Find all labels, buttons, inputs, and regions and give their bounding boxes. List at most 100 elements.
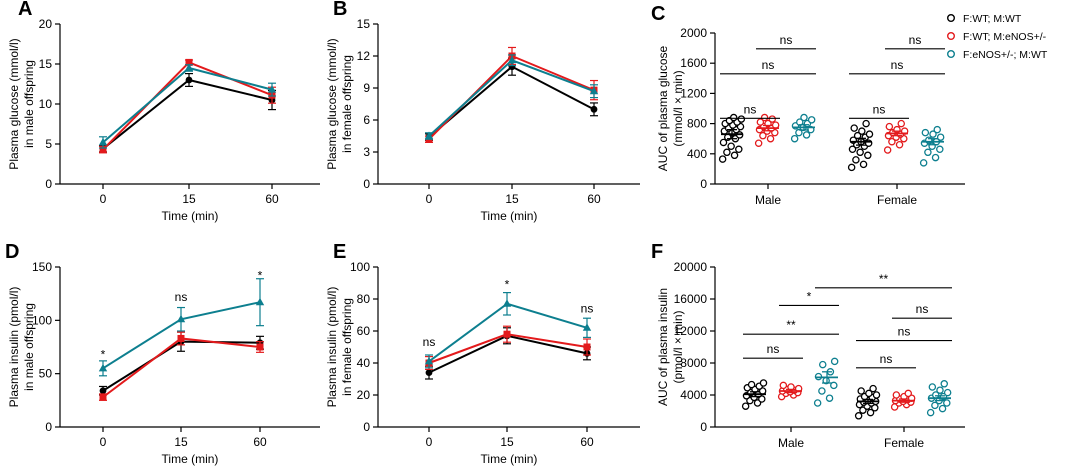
y-tick-label: 1600 xyxy=(680,56,707,70)
scatter-point xyxy=(864,151,872,160)
scatter-point xyxy=(866,408,875,417)
scatter-point xyxy=(727,142,735,150)
y-tick-label: 0 xyxy=(700,420,707,434)
data-point xyxy=(267,85,277,93)
scatter-point xyxy=(904,389,913,398)
y-axis-label: AUC of plasma insulin xyxy=(656,288,670,406)
significance-label: * xyxy=(505,278,510,292)
scatter-point xyxy=(818,387,826,395)
data-point xyxy=(583,343,591,351)
y-axis-label: in female offspring xyxy=(340,55,354,153)
scatter-point xyxy=(926,408,935,417)
y-tick-label: 9 xyxy=(363,81,370,95)
y-axis-label: in male offspring xyxy=(22,60,36,148)
scatter-point xyxy=(830,381,838,390)
y-tick-label: 20 xyxy=(357,388,371,402)
y-tick-label: 40 xyxy=(357,356,371,370)
significance-label: ns xyxy=(175,290,188,304)
legend-label: F:eNOS+/-; M:WT xyxy=(963,49,1048,61)
scatter-point xyxy=(735,145,743,154)
legend-marker xyxy=(947,50,956,59)
scatter-point xyxy=(869,384,877,393)
panel-C: C 0 400 800 1200 1600 2000 AUC of plasma glucos… xyxy=(651,3,1048,207)
y-tick-label: 1200 xyxy=(680,86,707,100)
y-tick-label: 6 xyxy=(363,113,370,127)
scatter-point xyxy=(813,399,822,407)
scatter-point xyxy=(790,134,799,143)
scatter-point xyxy=(872,391,881,399)
y-tick-label: 0 xyxy=(45,420,52,434)
x-tick-label: 15 xyxy=(182,192,196,206)
scatter-point xyxy=(865,389,873,398)
legend-marker xyxy=(947,32,956,41)
significance-label: ns xyxy=(762,58,775,72)
significance-label: * xyxy=(807,289,812,303)
scatter-point xyxy=(895,140,904,149)
x-tick-label: 0 xyxy=(100,435,107,449)
y-axis-label: (mmol/l × min) xyxy=(671,70,685,146)
panel-B: B 0 3 6 9 12 15 Plasma glucose (mmol/l) in femal… xyxy=(325,0,640,223)
panel-E: E 0 20 40 60 80 100 Plasma insulin (pmol/l) in f… xyxy=(325,241,640,466)
data-point xyxy=(502,299,512,307)
scatter-point xyxy=(741,402,750,410)
y-axis-label: AUC of plasma glucose xyxy=(656,45,670,171)
y-tick-label: 2000 xyxy=(680,26,707,40)
scatter-point xyxy=(931,153,940,162)
data-point xyxy=(256,343,264,351)
panel-label: C xyxy=(651,3,665,25)
scatter-point xyxy=(852,156,860,164)
x-tick-label: 0 xyxy=(426,435,433,449)
scatter-point xyxy=(936,386,944,394)
scatter-point xyxy=(854,412,863,420)
scatter-point xyxy=(897,119,906,128)
y-tick-label: 0 xyxy=(363,177,370,191)
y-tick-label: 0 xyxy=(45,177,52,191)
x-tick-label: Female xyxy=(877,193,917,207)
data-point xyxy=(185,76,193,84)
scatter-point xyxy=(847,163,856,172)
scatter-point xyxy=(929,130,937,138)
legend-marker xyxy=(947,13,956,22)
panel-label: B xyxy=(333,0,347,20)
data-point xyxy=(177,334,185,342)
series-line-enos_father xyxy=(102,61,273,151)
data-point xyxy=(425,369,433,376)
scatter-point xyxy=(800,113,808,122)
data-point xyxy=(424,131,434,139)
y-tick-label: 8000 xyxy=(680,356,707,370)
scatter-point xyxy=(737,115,746,123)
data-point xyxy=(185,58,193,66)
y-tick-label: 15 xyxy=(357,17,371,31)
scatter-point xyxy=(865,130,874,138)
significance-label: ns xyxy=(581,302,594,316)
data-point xyxy=(424,356,434,365)
y-tick-label: 80 xyxy=(357,292,371,306)
scatter-point xyxy=(768,115,777,123)
significance-label: ns xyxy=(744,102,757,116)
data-point xyxy=(582,323,592,331)
scatter-point xyxy=(931,401,939,410)
y-axis-label: in male offspring xyxy=(22,303,36,391)
scatter-point xyxy=(850,124,858,132)
scatter-point xyxy=(848,145,857,154)
scatter-point xyxy=(729,113,738,122)
scatter-point xyxy=(756,118,765,126)
scatter-point xyxy=(830,357,839,366)
scatter-point xyxy=(760,113,769,122)
significance-label: ns xyxy=(898,325,911,339)
x-tick-label: 0 xyxy=(100,192,107,206)
data-point xyxy=(503,330,511,338)
x-tick-label: 15 xyxy=(500,435,514,449)
significance-label: ** xyxy=(786,318,796,332)
x-axis-label: Time (min) xyxy=(162,209,219,223)
x-tick-label: 15 xyxy=(505,192,519,206)
scatter-point xyxy=(888,137,896,146)
significance-label: ns xyxy=(767,342,780,356)
scatter-point xyxy=(795,128,803,137)
legend: F:WT; M:WT F:WT; M:eNOS+/- F:eNOS+/-; M:WT xyxy=(947,13,1048,61)
scatter-point xyxy=(723,148,731,157)
scatter-point xyxy=(825,394,834,402)
scatter-point xyxy=(862,119,870,128)
x-tick-label: Male xyxy=(755,193,781,207)
